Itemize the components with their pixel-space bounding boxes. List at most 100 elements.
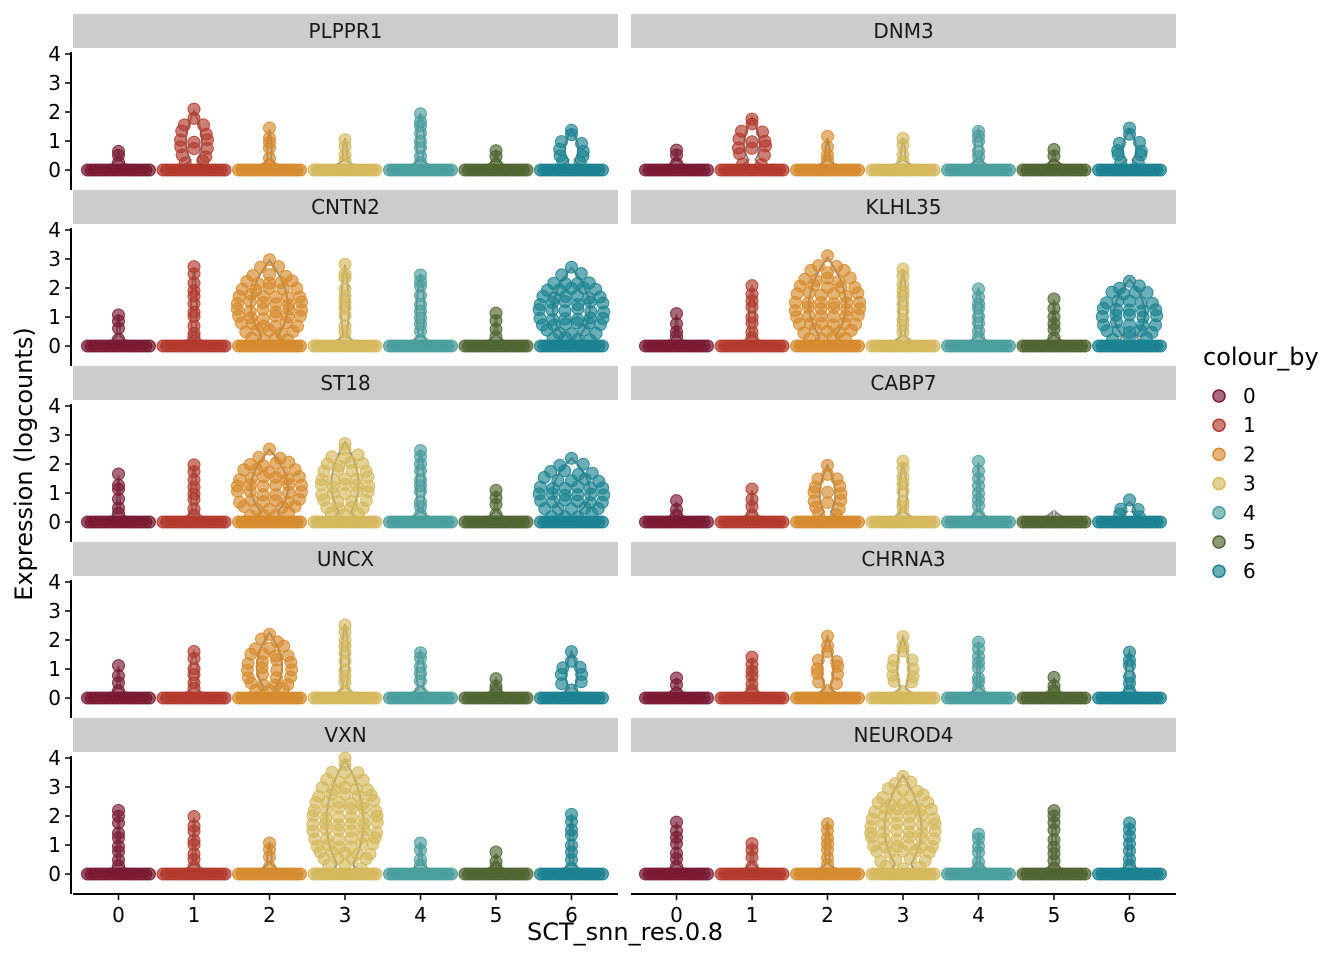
data-point xyxy=(294,339,307,353)
facet-st18: ST18 0 1 2 3 4 xyxy=(48,366,618,542)
data-point xyxy=(575,136,589,150)
data-point xyxy=(1145,296,1159,310)
data-point xyxy=(701,691,714,705)
data-point xyxy=(279,269,293,283)
facet-chrna3: CHRNA3 xyxy=(631,542,1176,705)
data-point xyxy=(263,836,276,850)
data-point xyxy=(338,751,352,765)
data-point xyxy=(832,274,846,288)
data-point xyxy=(1078,339,1092,353)
facet-plppr1: PLPPR1 0 1 2 3 4 xyxy=(48,14,618,190)
data-point xyxy=(271,635,285,649)
data-point xyxy=(745,650,759,664)
data-point xyxy=(1154,867,1167,881)
data-point xyxy=(1154,515,1167,529)
legend-label: 1 xyxy=(1243,413,1256,437)
data-point xyxy=(197,118,211,132)
data-point xyxy=(735,124,749,138)
data-point xyxy=(896,262,910,276)
data-point xyxy=(143,867,156,881)
data-point xyxy=(852,691,865,705)
data-point xyxy=(294,515,307,529)
data-point xyxy=(896,769,910,783)
data-point xyxy=(596,867,609,881)
data-point xyxy=(551,473,565,487)
data-point xyxy=(1003,691,1016,705)
data-point xyxy=(369,867,383,881)
data-point xyxy=(745,279,759,293)
data-point xyxy=(1003,163,1016,177)
data-point xyxy=(445,339,458,353)
y-tick-label: 1 xyxy=(48,657,61,681)
data-point xyxy=(1047,292,1061,306)
x-tick-label: 2 xyxy=(821,903,834,927)
data-point xyxy=(263,253,276,267)
facet-neurod4: NEUROD4 0 1 2 3 4 5 6 xyxy=(631,718,1176,927)
data-point xyxy=(218,691,232,705)
data-point xyxy=(887,653,901,667)
data-point xyxy=(596,515,609,529)
y-tick-label: 0 xyxy=(48,686,61,710)
facet-strip-label: CNTN2 xyxy=(311,195,380,219)
data-point xyxy=(338,437,352,451)
data-point xyxy=(1123,493,1136,507)
data-point xyxy=(112,659,125,673)
facet-strip xyxy=(631,14,1176,48)
data-point xyxy=(1003,867,1016,881)
data-point xyxy=(414,646,427,660)
facet-strip xyxy=(73,14,618,48)
data-point xyxy=(821,249,834,263)
x-tick-label: 5 xyxy=(490,903,503,927)
y-tick-label: 2 xyxy=(48,804,61,828)
data-point xyxy=(263,627,276,641)
data-point xyxy=(701,515,714,529)
y-tick-label: 3 xyxy=(48,423,61,447)
x-tick-label: 4 xyxy=(972,903,985,927)
data-point xyxy=(369,339,383,353)
data-point xyxy=(585,466,599,480)
data-point xyxy=(972,827,985,841)
y-tick-label: 2 xyxy=(48,452,61,476)
data-point xyxy=(852,163,865,177)
data-point xyxy=(701,163,714,177)
data-point xyxy=(1003,339,1016,353)
data-point xyxy=(596,163,609,177)
y-tick-label: 4 xyxy=(48,42,61,66)
data-point xyxy=(243,457,257,471)
data-point xyxy=(445,691,458,705)
legend-label: 2 xyxy=(1243,442,1256,466)
data-point xyxy=(811,653,825,667)
data-point xyxy=(852,339,865,353)
facet-strip xyxy=(73,718,618,752)
data-point xyxy=(670,671,683,685)
data-point xyxy=(256,678,270,692)
data-point xyxy=(555,268,569,282)
facet-strip-label: CABP7 xyxy=(870,371,936,395)
data-point xyxy=(972,124,985,138)
x-tick-label: 2 xyxy=(263,903,276,927)
data-point xyxy=(112,467,125,481)
data-point xyxy=(556,661,570,675)
facet-uncx: UNCX 0 1 2 3 4 xyxy=(48,542,618,718)
data-point xyxy=(905,653,919,667)
data-point xyxy=(252,450,266,464)
data-point xyxy=(233,495,247,509)
data-point xyxy=(911,784,925,798)
data-point xyxy=(520,163,534,177)
data-point xyxy=(927,163,941,177)
data-point xyxy=(275,466,289,480)
data-point xyxy=(414,107,427,121)
data-point xyxy=(294,163,307,177)
data-point xyxy=(896,454,910,468)
data-point xyxy=(821,129,834,143)
data-point xyxy=(414,443,427,457)
y-tick-label: 2 xyxy=(48,628,61,652)
data-point xyxy=(565,807,578,821)
x-tick-label: 1 xyxy=(746,903,759,927)
facet-dnm3: DNM3 xyxy=(631,14,1176,177)
facet-vxn: VXN 0 1 2 3 4 0 1 2 3 4 5 6 xyxy=(48,718,618,927)
y-tick-label: 1 xyxy=(48,481,61,505)
data-point xyxy=(1131,502,1145,516)
facet-strip xyxy=(73,190,618,224)
data-point xyxy=(1078,163,1092,177)
